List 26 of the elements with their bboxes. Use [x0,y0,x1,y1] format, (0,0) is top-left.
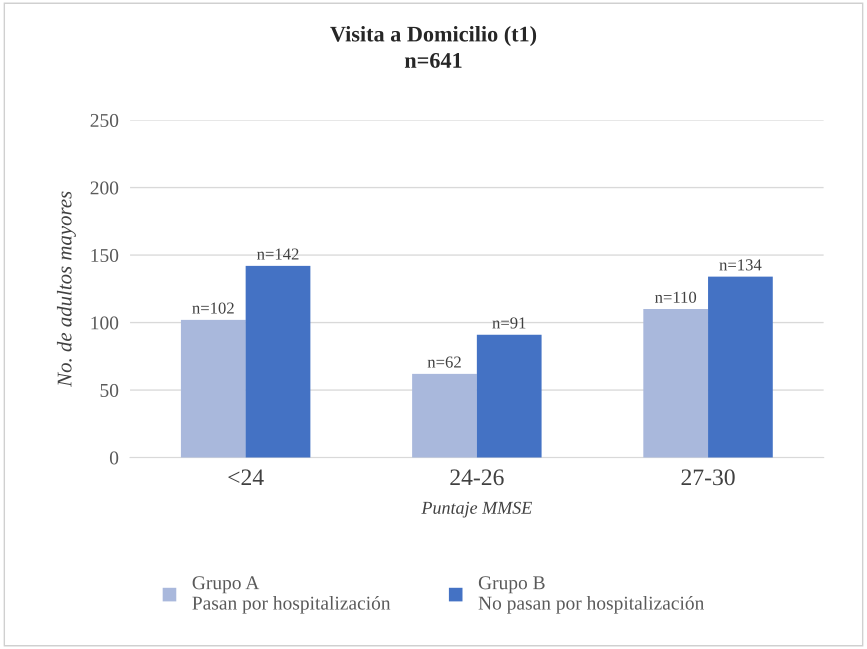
x-axis-title: Puntaje MMSE [421,502,532,518]
y-tick-label: 50 [100,384,118,397]
y-tick-label: 0 [110,451,118,464]
bar [412,374,477,458]
data-label: n=134 [719,259,762,270]
y-tick-label: 150 [91,248,118,262]
y-tick-label: 100 [91,316,118,330]
bar [708,276,773,458]
y-axis-title: No. de adultos mayores [56,191,76,387]
bar [180,320,246,458]
bar [643,309,708,458]
data-label: n=91 [492,317,526,329]
data-label: n=110 [655,292,696,303]
y-tick-label: 250 [90,114,118,128]
x-tick-label: <24 [228,469,264,486]
data-label: n=142 [257,248,298,260]
data-label: n=62 [428,356,461,368]
legend-label: Grupo A Pasan por hospitalización [192,576,390,614]
bar [246,266,310,458]
x-tick-label: 24-26 [450,469,504,486]
x-tick-label: 27-30 [682,469,735,486]
y-tick-label: 200 [90,181,118,194]
data-label: n=102 [192,302,234,314]
chart-title: Visita a Domicilio (t1) n=641 [330,26,536,68]
legend-label: Grupo B No pasan por hospitalización [478,576,704,614]
bar [476,334,542,458]
